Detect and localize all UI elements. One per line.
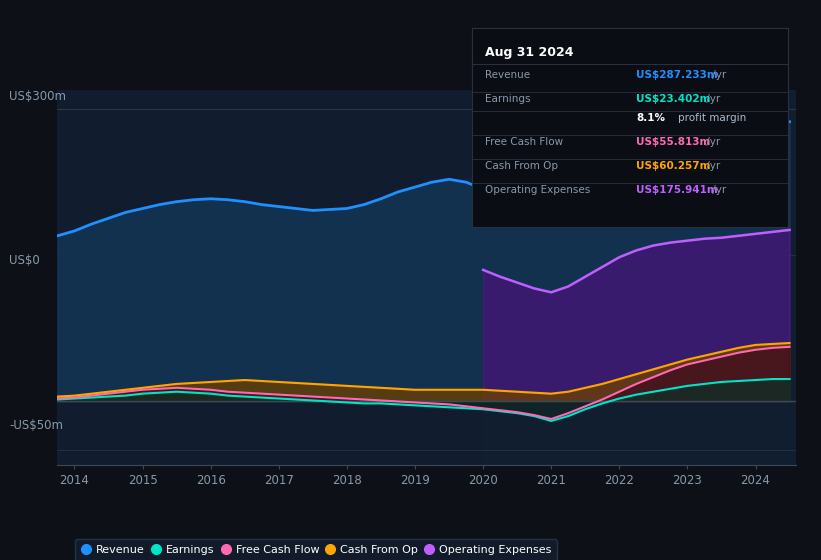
Text: /yr: /yr [703, 94, 720, 104]
Text: profit margin: profit margin [677, 114, 745, 123]
Text: US$60.257m: US$60.257m [636, 161, 711, 171]
Text: Earnings: Earnings [484, 94, 530, 104]
Text: -US$50m: -US$50m [10, 419, 63, 432]
Text: Cash From Op: Cash From Op [484, 161, 557, 171]
Text: /yr: /yr [709, 185, 727, 195]
Text: US$23.402m: US$23.402m [636, 94, 711, 104]
Text: Free Cash Flow: Free Cash Flow [484, 137, 563, 147]
Legend: Revenue, Earnings, Free Cash Flow, Cash From Op, Operating Expenses: Revenue, Earnings, Free Cash Flow, Cash … [75, 539, 557, 560]
Text: US$0: US$0 [10, 254, 40, 267]
Text: US$287.233m: US$287.233m [636, 69, 718, 80]
Text: Aug 31 2024: Aug 31 2024 [484, 46, 573, 59]
Text: US$55.813m: US$55.813m [636, 137, 711, 147]
Text: Revenue: Revenue [484, 69, 530, 80]
Bar [483, 90, 796, 465]
Text: 8.1%: 8.1% [636, 114, 666, 123]
Text: US$300m: US$300m [10, 90, 67, 102]
Text: Operating Expenses: Operating Expenses [484, 185, 590, 195]
Text: /yr: /yr [703, 137, 720, 147]
Text: /yr: /yr [709, 69, 727, 80]
Text: US$175.941m: US$175.941m [636, 185, 718, 195]
Text: /yr: /yr [703, 161, 720, 171]
